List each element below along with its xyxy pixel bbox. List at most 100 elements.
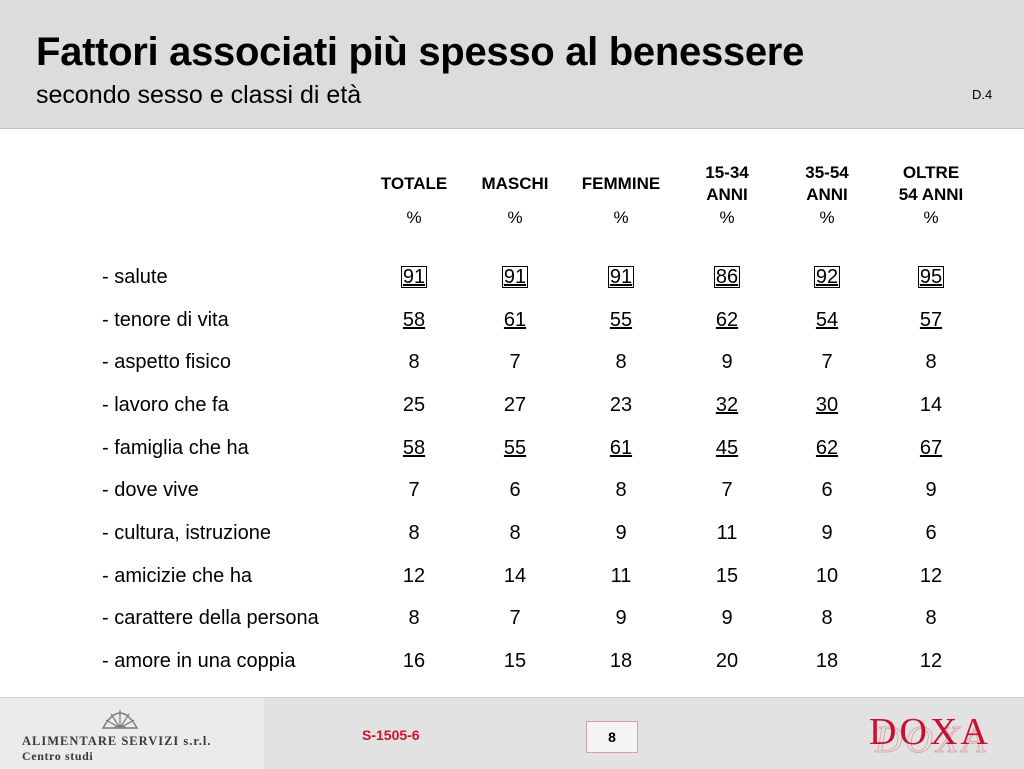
cell-value: 8	[408, 351, 420, 374]
cell-value: 91	[400, 265, 428, 288]
cell-value: 91	[607, 265, 635, 288]
cell-value: 16	[402, 650, 426, 673]
value-cell: 91	[562, 256, 680, 299]
value-cell: 18	[562, 640, 680, 683]
value-cell: 55	[468, 427, 562, 470]
shell-emblem-icon	[101, 710, 139, 729]
value-cell: 91	[468, 256, 562, 299]
cell-value: 25	[402, 393, 426, 416]
doxa-logo-text: DOXA	[869, 711, 991, 753]
cell-value: 62	[715, 308, 739, 331]
column-header-line1: 35-54	[805, 163, 849, 182]
value-cell: 18	[774, 640, 880, 683]
cell-value: 6	[925, 521, 937, 544]
unit-label: %	[613, 208, 629, 227]
column-header-15-34: 15-34 ANNI	[680, 160, 774, 208]
value-cell: 58	[360, 299, 468, 342]
column-header-totale: TOTALE	[360, 160, 468, 208]
column-header-line2: ANNI	[806, 185, 848, 204]
cell-value: 45	[715, 436, 739, 459]
value-cell: 14	[468, 555, 562, 598]
page-title: Fattori associati più spesso al benesser…	[36, 30, 805, 74]
column-header-line1: MASCHI	[481, 174, 549, 193]
column-header-oltre-54: OLTRE 54 ANNI	[880, 160, 982, 208]
value-cell: 27	[468, 384, 562, 427]
value-cell: 16	[360, 640, 468, 683]
cell-value: 8	[408, 521, 420, 544]
value-cell: 8	[562, 341, 680, 384]
table-row: - tenore di vita 58 61 55 62 54 57	[96, 299, 982, 342]
value-cell: 30	[774, 384, 880, 427]
value-cell: 7	[680, 469, 774, 512]
value-cell: 12	[880, 640, 982, 683]
cell-value: 15	[715, 564, 739, 587]
cell-value: 7	[509, 351, 521, 374]
value-cell: 9	[562, 598, 680, 641]
value-cell: 11	[562, 555, 680, 598]
value-cell: 95	[880, 256, 982, 299]
company-department: Centro studi	[22, 749, 94, 763]
cell-value: 55	[503, 436, 527, 459]
cell-value: 9	[821, 521, 833, 544]
cell-value: 91	[501, 265, 529, 288]
unit-label: %	[406, 208, 422, 227]
column-header-line1: FEMMINE	[581, 174, 661, 193]
value-cell: 8	[360, 512, 468, 555]
survey-code: S-1505-6	[362, 727, 420, 743]
unit-label: %	[719, 208, 735, 227]
cell-value: 14	[503, 564, 527, 587]
table-row: - amore in una coppia 16 15 18 20 18 12	[96, 640, 982, 683]
column-header-femmine: FEMMINE	[562, 160, 680, 208]
column-header-line2: 54 ANNI	[898, 185, 964, 204]
value-cell: 58	[360, 427, 468, 470]
cell-value: 32	[715, 393, 739, 416]
value-cell: 7	[468, 598, 562, 641]
cell-value: 57	[919, 308, 943, 331]
row-label: - lavoro che fa	[102, 393, 229, 416]
value-cell: 23	[562, 384, 680, 427]
cell-value: 9	[925, 479, 937, 502]
value-cell: 10	[774, 555, 880, 598]
header-spacer	[96, 234, 982, 256]
value-cell: 9	[774, 512, 880, 555]
value-cell: 8	[774, 598, 880, 641]
cell-value: 12	[919, 564, 943, 587]
cell-value: 27	[503, 393, 527, 416]
table-row: - salute 91 91 91 86 92 95	[96, 256, 982, 299]
value-cell: 86	[680, 256, 774, 299]
cell-value: 20	[715, 650, 739, 673]
value-cell: 54	[774, 299, 880, 342]
cell-value: 18	[609, 650, 633, 673]
cell-value: 9	[615, 607, 627, 630]
unit-label: %	[507, 208, 523, 227]
value-cell: 25	[360, 384, 468, 427]
cell-value: 9	[721, 351, 733, 374]
table-body: - salute 91 91 91 86 92 95- tenore di vita 58 61…	[96, 256, 982, 683]
value-cell: 9	[680, 341, 774, 384]
value-cell: 67	[880, 427, 982, 470]
value-cell: 62	[774, 427, 880, 470]
unit-row-label	[96, 208, 360, 234]
value-cell: 7	[360, 469, 468, 512]
column-header-line1: OLTRE	[902, 163, 960, 182]
value-cell: 9	[880, 469, 982, 512]
table-row: - carattere della persona 8 7 9 9 8 8	[96, 598, 982, 641]
value-cell: 6	[468, 469, 562, 512]
page-number: 8	[586, 721, 638, 753]
value-cell: 8	[880, 598, 982, 641]
value-cell: 45	[680, 427, 774, 470]
cell-value: 8	[408, 607, 420, 630]
cell-value: 30	[815, 393, 839, 416]
value-cell: 8	[468, 512, 562, 555]
cell-value: 8	[821, 607, 833, 630]
cell-value: 6	[509, 479, 521, 502]
table-row: - amicizie che ha 12 14 11 15 10 12	[96, 555, 982, 598]
column-header-line2: ANNI	[706, 185, 748, 204]
value-cell: 12	[880, 555, 982, 598]
column-header-row: TOTALE MASCHI FEMMINE 15-34 ANNI 35-54 ANN…	[96, 160, 982, 208]
value-cell: 12	[360, 555, 468, 598]
row-label: - cultura, istruzione	[102, 521, 271, 544]
cell-value: 8	[615, 351, 627, 374]
row-label: - famiglia che ha	[102, 436, 249, 459]
value-cell: 20	[680, 640, 774, 683]
